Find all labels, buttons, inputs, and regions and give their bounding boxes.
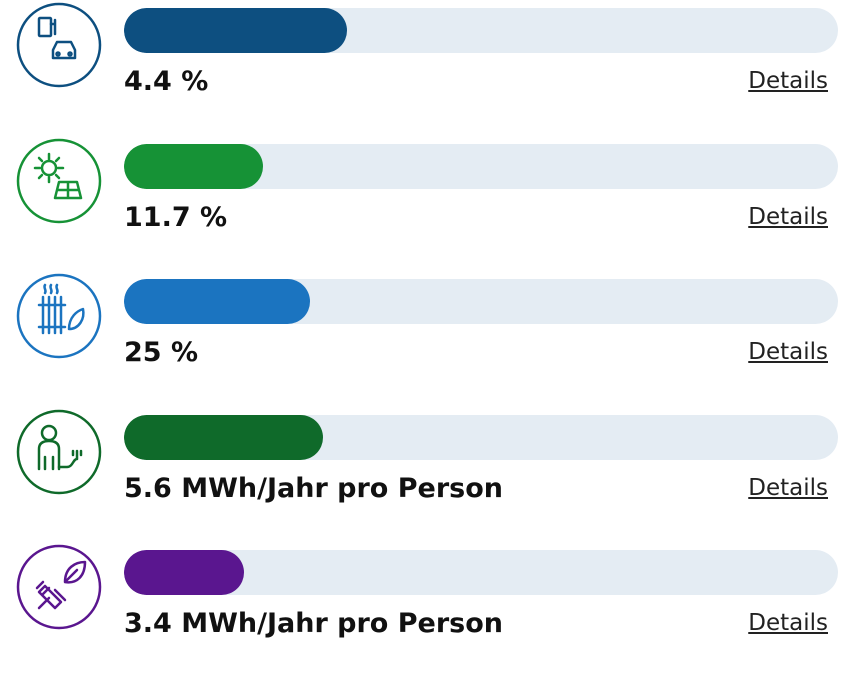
progress-fill <box>124 414 324 460</box>
icon-glyph <box>37 16 77 60</box>
icon-glyph <box>37 424 83 470</box>
indicator-value: 5.6 MWh/Jahr pro Person <box>124 472 504 504</box>
progress-track <box>124 8 838 53</box>
indicator-icon <box>16 273 102 359</box>
indicator-value: 3.4 MWh/Jahr pro Person <box>124 608 504 639</box>
icon-glyph <box>37 283 85 335</box>
details-link[interactable]: Details <box>748 339 828 365</box>
icon-ring <box>16 138 102 223</box>
icon-glyph <box>35 560 87 610</box>
progress-track <box>124 550 838 595</box>
indicator-icon <box>16 409 102 494</box>
details-link[interactable]: Details <box>748 68 828 94</box>
indicator-row: 4.4 % Details <box>0 0 845 135</box>
progress-fill <box>124 279 310 324</box>
icon-ring <box>16 409 102 494</box>
progress-fill <box>124 550 244 595</box>
progress-fill <box>124 143 264 189</box>
icon-ring <box>16 2 102 88</box>
icon-ring <box>16 544 102 630</box>
details-link[interactable]: Details <box>748 474 828 501</box>
progress-track <box>124 143 838 189</box>
indicator-icon <box>16 544 102 630</box>
indicator-value: 4.4 % <box>124 66 209 97</box>
progress-fill <box>124 8 347 53</box>
icon-ring <box>16 273 102 359</box>
indicator-icon <box>16 138 102 223</box>
indicator-icon <box>16 2 102 88</box>
page: 4.4 % Details 11.7 % Details 25 % Details 5.6 … <box>0 0 845 639</box>
indicator-row: 3.4 MWh/Jahr pro Person Details <box>0 542 845 677</box>
indicator-row: 11.7 % Details <box>0 136 845 271</box>
progress-track <box>124 414 838 460</box>
indicator-row: 25 % Details <box>0 271 845 406</box>
indicator-value: 11.7 % <box>124 201 228 233</box>
indicator-value: 25 % <box>124 337 199 368</box>
indicator-row: 5.6 MWh/Jahr pro Person Details <box>0 407 845 542</box>
icon-glyph <box>33 152 83 199</box>
progress-track <box>124 279 838 324</box>
details-link[interactable]: Details <box>748 203 828 230</box>
details-link[interactable]: Details <box>748 610 828 636</box>
